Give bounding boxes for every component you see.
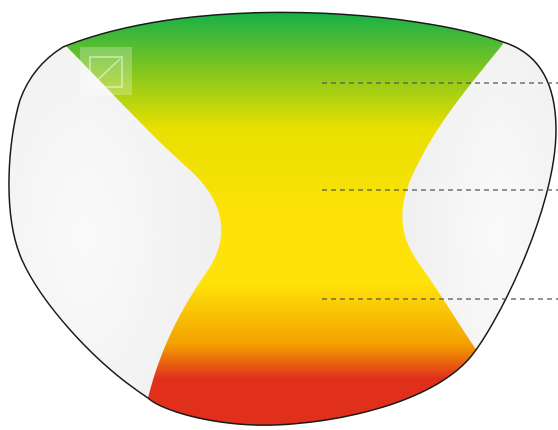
expand-corner-icon[interactable] [80,47,132,95]
lens-outline [8,11,557,426]
